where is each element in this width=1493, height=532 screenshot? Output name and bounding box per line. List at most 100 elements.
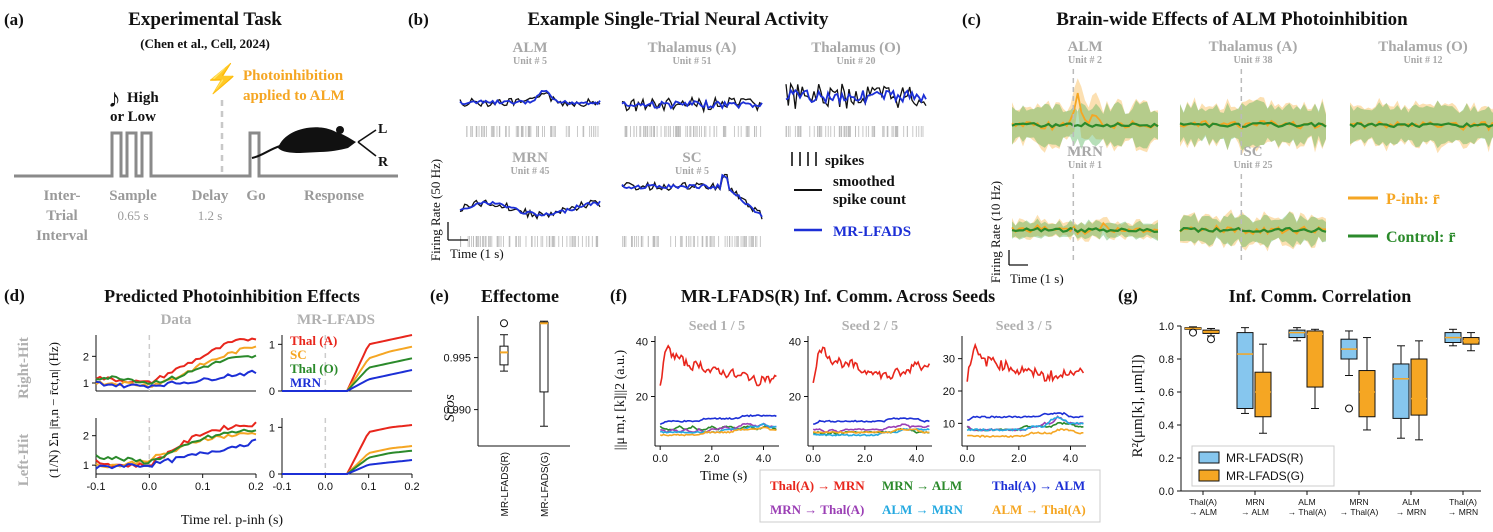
lightning-icon: ⚡ <box>205 62 240 95</box>
arrow-right-choice <box>357 141 377 157</box>
f-xlabel: Time (s) <box>700 469 748 484</box>
comm-line-0 <box>659 344 777 387</box>
panel-d-title: Predicted Photoinhibition Effects <box>104 286 360 306</box>
xtick-label: 0.1 <box>361 481 376 493</box>
mouse-ear <box>336 126 344 134</box>
ytick-label: 40 <box>789 337 801 349</box>
f-legend-3: MRN → Thal(A) <box>770 502 864 517</box>
ytick-label: 0.4 <box>1159 420 1174 432</box>
ytick-label: 20 <box>789 392 801 404</box>
flier <box>1345 404 1353 413</box>
control-mean-trace <box>1011 226 1159 234</box>
ytick-label: 0 <box>269 386 275 398</box>
ytick-label: 1 <box>269 422 275 434</box>
xtick-label: 4.0 <box>756 453 771 465</box>
control-mean-trace <box>1349 122 1493 129</box>
category-label: MRN <box>1245 497 1264 507</box>
b-unit-region-3: MRN <box>512 150 548 166</box>
xtick-label: 0.1 <box>195 481 210 493</box>
box <box>539 321 549 393</box>
xtick-label: 4.0 <box>909 453 924 465</box>
mr-lfads-trace <box>785 88 927 106</box>
category-label: MRN <box>1349 497 1368 507</box>
epoch-delay-dur: 1.2 s <box>198 208 223 223</box>
category-label: → MRN <box>1448 507 1478 517</box>
ytick-label: 1 <box>269 339 275 351</box>
ytick-label: 20 <box>636 392 648 404</box>
box <box>499 345 509 366</box>
g-legend-swatch-r <box>1198 451 1220 464</box>
xtick-label: 0.2 <box>248 481 263 493</box>
ytick-label: 0.8 <box>1159 354 1174 366</box>
b-unit-region-1: Thalamus (A) <box>648 40 737 56</box>
series-line-thal-a- <box>95 337 257 385</box>
d-col-title-data: Data <box>161 312 192 328</box>
category-label: → Thal(A) <box>1340 507 1379 517</box>
mr-lfads-trace <box>459 89 601 106</box>
xtick-label: 2.0 <box>1011 453 1026 465</box>
epoch-iti-1: Inter- <box>44 188 81 204</box>
ytick-label: 1 <box>83 378 89 390</box>
mouse-icon <box>278 127 356 153</box>
series-line-mrn <box>282 369 413 392</box>
f-legend-box <box>759 469 1101 523</box>
c-unit-region-2: Thalamus (O) <box>1378 39 1468 55</box>
panel-f-title: MR-LFADS(R) Inf. Comm. Across Seeds <box>681 286 995 307</box>
panel-letter-a: (a) <box>4 10 24 29</box>
box-1 <box>1306 330 1324 388</box>
ytick-label: 0.995 <box>443 353 471 365</box>
epoch-iti-2: Trial <box>46 208 77 224</box>
comm-line-0 <box>966 342 1085 383</box>
panel-letter-g: (g) <box>1118 286 1138 305</box>
xtick-label: 0.0 <box>806 453 821 465</box>
seed-title-2: Seed 3 / 5 <box>996 319 1052 334</box>
epoch-iti-3: Interval <box>36 228 88 244</box>
epoch-sample-dur: 0.65 s <box>117 208 148 223</box>
f-legend-4: ALM → MRN <box>882 502 963 517</box>
c-unit-region-1: Thalamus (A) <box>1209 39 1298 55</box>
legend-smoothed-1: smoothed <box>833 174 895 190</box>
b-unit-id-3: Unit # 45 <box>511 166 550 177</box>
c-unit-region-4: SC <box>1243 144 1262 160</box>
box-0 <box>1392 363 1410 419</box>
flier <box>1189 328 1197 337</box>
d-ylabel: (1/N) Σn |r̄t,n − r̄ct,n| (Hz) <box>46 342 61 478</box>
comm-line-5 <box>812 428 930 434</box>
d-legend-0: Thal (A) <box>290 333 337 348</box>
stim-high-label: High <box>127 90 159 106</box>
d-legend-2: Thal (O) <box>290 361 338 376</box>
photo-label-2: applied to ALM <box>243 88 345 104</box>
ytick-label: 0.6 <box>1159 387 1174 399</box>
ytick-label: 30 <box>943 354 955 366</box>
category-label: Thal(A) <box>1449 497 1477 507</box>
b-unit-id-4: Unit # 5 <box>675 166 709 177</box>
series-line-mrn <box>95 438 257 470</box>
xtick-label: 0.0 <box>653 453 668 465</box>
control-ci-band <box>1180 211 1326 248</box>
flier <box>500 319 508 328</box>
mr-lfads-trace <box>459 200 601 218</box>
xtick-label: -0.1 <box>273 481 292 493</box>
ytick-label: 1 <box>83 460 89 472</box>
category-label: → ALM <box>1189 507 1217 517</box>
category-label: → ALM <box>1241 507 1269 517</box>
c-unit-id-1: Unit # 38 <box>1234 55 1273 66</box>
panel-d: (d) Predicted Photoinhibition Effects Data… <box>4 286 420 528</box>
task-timeline <box>14 131 398 178</box>
ytick-label: 20 <box>943 386 955 398</box>
photo-label-1: Photoinhibition <box>243 68 344 84</box>
d-legend-1: SC <box>290 347 307 362</box>
category-label: → Thal(A) <box>1288 507 1327 517</box>
panel-letter-d: (d) <box>4 286 25 305</box>
b-unit-id-2: Unit # 20 <box>837 56 876 67</box>
panel-b-title: Example Single-Trial Neural Activity <box>528 9 829 30</box>
panel-letter-c: (c) <box>962 10 981 29</box>
g-ylabel: R²(μm[k], μm[l]) <box>1130 354 1146 457</box>
f-legend-2: Thal(A) → ALM <box>992 478 1085 493</box>
comm-line-2 <box>967 411 1084 421</box>
xtick-label: 2.0 <box>857 453 872 465</box>
c-unit-id-3: Unit # 1 <box>1068 160 1102 171</box>
series-line-mrn <box>95 369 257 389</box>
